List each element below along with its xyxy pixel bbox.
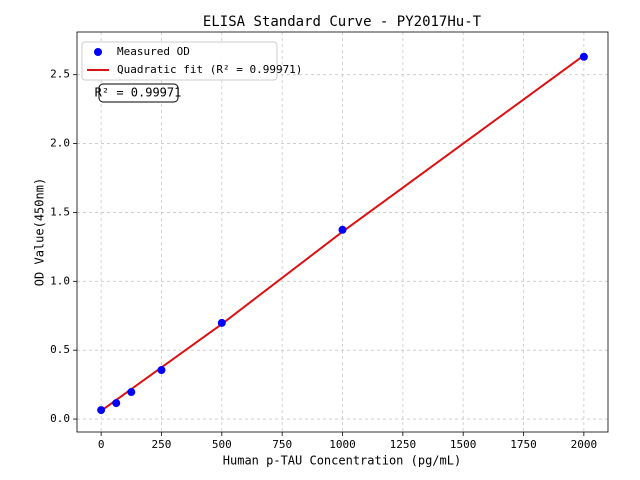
y-tick-label: 2.0 [50,137,70,150]
annotation: R² = 0.99971 [95,86,182,100]
data-point [112,399,121,408]
y-tick-label: 0.5 [50,343,70,356]
data-point [97,406,106,415]
plot-frame [76,31,609,433]
legend-box [81,41,278,81]
x-axis-label: Human p-TAU Concentration (pg/mL) [223,454,461,468]
legend-marker [94,48,102,56]
legend: Measured OD Quadratic fit (R² = 0.99971) [81,41,302,81]
x-tick-label: 250 [152,438,172,451]
data-point [338,225,347,234]
y-axis-label: OD Value(450nm) [33,178,47,286]
chart-title: ELISA Standard Curve - PY2017Hu-T [203,14,482,30]
x-tick-label: 1000 [329,438,356,451]
y-tick-label: 0.0 [50,412,70,425]
x-tick-label: 750 [272,438,292,451]
x-tick-label: 1750 [510,438,537,451]
data-point [157,366,166,375]
data-point [127,388,136,397]
x-tick-label: 2000 [571,438,598,451]
legend-label: Quadratic fit (R² = 0.99971) [117,63,302,76]
data-point [217,318,226,327]
y-tick-label: 2.5 [50,68,70,81]
legend-label: Measured OD [117,45,190,58]
y-tick-label: 1.0 [50,274,70,287]
x-tick-label: 1250 [390,438,417,451]
x-tick-label: 500 [212,438,232,451]
data-point [579,52,588,61]
x-tick-label: 1500 [450,438,477,451]
y-tick-label: 1.5 [50,205,70,218]
x-tick-label: 0 [98,438,105,451]
annotation-box [98,83,179,103]
